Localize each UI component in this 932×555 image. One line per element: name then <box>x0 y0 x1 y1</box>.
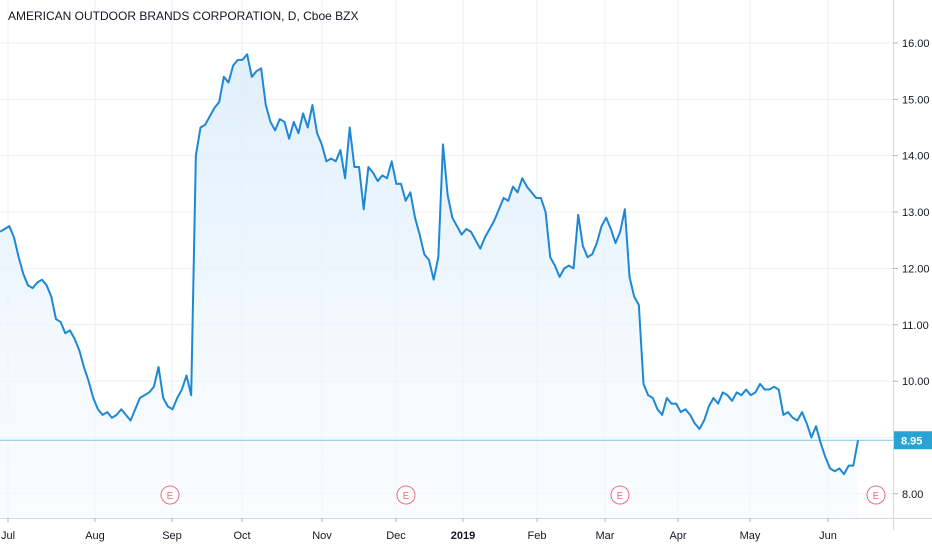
x-tick-label: Jun <box>819 530 837 542</box>
earnings-marker-label: E <box>167 491 174 502</box>
x-tick-label: Mar <box>596 530 615 542</box>
earnings-marker-label: E <box>403 491 410 502</box>
y-tick-label: 14.00 <box>902 151 930 163</box>
time-axis[interactable]: Jul Aug Sep Oct Nov Dec 2019 Feb Mar Apr May Jun <box>0 518 932 542</box>
earnings-marker-circle <box>396 485 416 505</box>
x-tick-label: Feb <box>528 530 547 542</box>
earnings-marker-circle <box>866 485 886 505</box>
chart-title: AMERICAN OUTDOOR BRANDS CORPORATION, D, … <box>8 9 359 23</box>
y-tick-label: 16.00 <box>902 38 930 50</box>
earnings-marker-circle <box>160 485 180 505</box>
y-tick-label: 11.00 <box>902 320 929 332</box>
price-axis[interactable]: 8.009.0010.0011.0012.0013.0014.0015.0016… <box>893 0 932 530</box>
y-tick-label: 13.00 <box>902 207 930 219</box>
last-price-label: 8.95 <box>901 435 922 447</box>
x-tick-label: Apr <box>669 530 686 542</box>
last-price-badge <box>894 431 932 450</box>
x-tick-label: Oct <box>233 530 250 542</box>
earnings-marker[interactable]: E <box>396 485 416 505</box>
earnings-marker[interactable]: E <box>866 485 886 505</box>
price-line <box>0 53 859 476</box>
earnings-marker-label: E <box>617 491 624 502</box>
y-tick-label: 15.00 <box>902 94 930 106</box>
earnings-marker-circle <box>610 485 630 505</box>
y-tick-label: 12.00 <box>902 263 930 275</box>
y-tick-label: 10.00 <box>902 376 930 388</box>
earnings-marker[interactable]: E <box>160 485 180 505</box>
x-tick-label: Dec <box>386 530 406 542</box>
x-tick-label: Nov <box>312 530 332 542</box>
earnings-marker-label: E <box>873 491 880 502</box>
price-series <box>0 53 859 476</box>
y-tick-label: 8.00 <box>902 489 923 501</box>
x-tick-label: May <box>740 530 761 542</box>
x-tick-label: Jul <box>1 530 15 542</box>
x-tick-label: Sep <box>162 530 182 542</box>
x-tick-label: Aug <box>85 530 105 542</box>
x-tick-label: 2019 <box>451 530 475 542</box>
price-area-fill <box>0 54 858 519</box>
price-area <box>0 54 858 519</box>
earnings-marker[interactable]: E <box>610 485 630 505</box>
